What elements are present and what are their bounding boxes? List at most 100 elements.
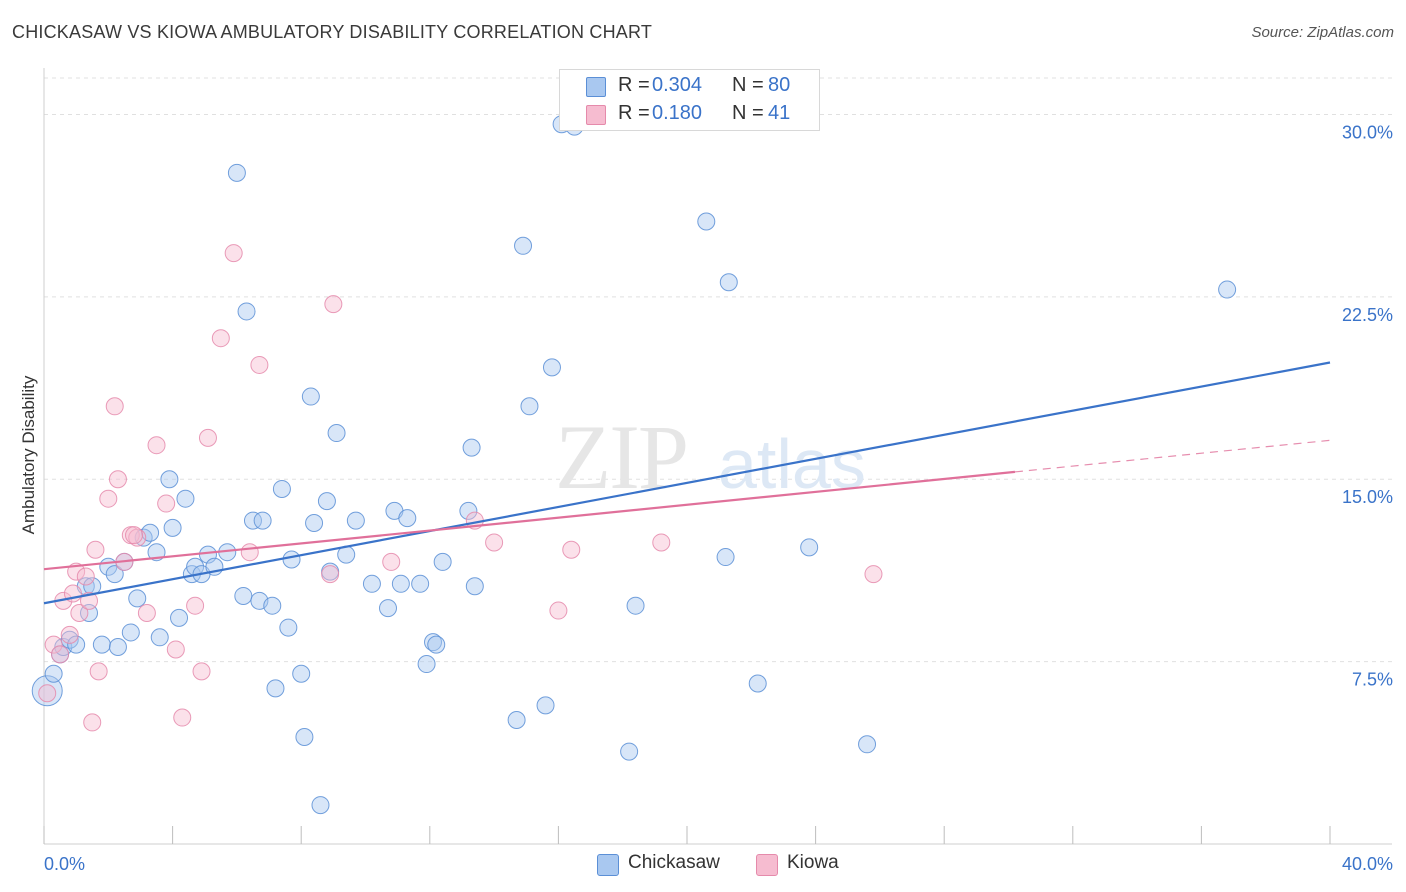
- chickasaw-point: [163, 518, 182, 537]
- x-tick-label-min: 0.0%: [44, 854, 85, 874]
- chickasaw-point: [507, 710, 526, 729]
- chickasaw-point: [536, 696, 555, 715]
- r-label: R =: [618, 102, 650, 124]
- kiowa-swatch: [586, 105, 606, 125]
- chickasaw-point: [748, 674, 767, 693]
- chickasaw-legend-swatch: [597, 854, 619, 876]
- kiowa-point: [549, 601, 568, 620]
- chickasaw-point: [67, 635, 86, 654]
- chickasaw-point: [108, 638, 127, 657]
- kiowa-point: [324, 295, 343, 314]
- chickasaw-point: [626, 596, 645, 615]
- chickasaw-point: [263, 596, 282, 615]
- chickasaw-point: [417, 655, 436, 674]
- chickasaw-point: [719, 273, 738, 292]
- chickasaw-point: [121, 623, 140, 642]
- chickasaw-point: [858, 735, 877, 754]
- kiowa-point: [652, 533, 671, 552]
- kiowa-point: [38, 684, 57, 703]
- kiowa-point: [108, 470, 127, 489]
- y-tick-label: 22.5%: [1342, 305, 1393, 325]
- chickasaw-point: [295, 728, 314, 747]
- chickasaw-point: [272, 479, 291, 498]
- chickasaw-point: [292, 664, 311, 683]
- kiowa-point: [83, 713, 102, 732]
- chickasaw-point: [237, 302, 256, 321]
- chart-title: CHICKASAW VS KIOWA AMBULATORY DISABILITY…: [12, 22, 653, 42]
- chickasaw-point: [170, 608, 189, 627]
- chickasaw-point: [317, 492, 336, 511]
- chickasaw-point: [92, 635, 111, 654]
- n-label: N =: [732, 74, 764, 96]
- chickasaw-point: [620, 742, 639, 761]
- chickasaw-point: [305, 514, 324, 533]
- chickasaw-point: [346, 511, 365, 530]
- chickasaw-point: [44, 664, 63, 683]
- kiowa-point: [105, 397, 124, 416]
- kiowa-point: [60, 625, 79, 644]
- watermark-zip: ZIP: [555, 406, 687, 508]
- chickasaw-legend-label: Chickasaw: [628, 852, 720, 873]
- kiowa-point: [166, 640, 185, 659]
- legend-row-chickasaw: R = 0.304 N = 80: [560, 71, 819, 101]
- chickasaw-point: [327, 424, 346, 443]
- kiowa-point: [382, 552, 401, 571]
- chickasaw-point: [105, 565, 124, 584]
- n-label: N =: [732, 102, 764, 124]
- chickasaw-point: [279, 618, 298, 637]
- chickasaw-point: [282, 550, 301, 569]
- chickasaw-point: [465, 577, 484, 596]
- chickasaw-point: [362, 574, 381, 593]
- kiowa-point: [137, 603, 156, 622]
- kiowa-point: [70, 603, 89, 622]
- n-value: 41: [768, 102, 791, 124]
- chickasaw-swatch: [586, 77, 606, 97]
- chickasaw-point: [253, 511, 272, 530]
- kiowa-point: [562, 540, 581, 559]
- correlation-legend: R = 0.304 N = 80 R = 0.180 N = 41: [559, 69, 820, 131]
- chickasaw-point: [227, 163, 246, 182]
- kiowa-point: [76, 567, 95, 586]
- chickasaw-point: [379, 599, 398, 618]
- chickasaw-point: [427, 635, 446, 654]
- x-tick-label-max: 40.0%: [1342, 854, 1393, 874]
- kiowa-point: [211, 329, 230, 348]
- chickasaw-point: [433, 552, 452, 571]
- kiowa-point: [147, 436, 166, 455]
- kiowa-point: [173, 708, 192, 727]
- chickasaw-point: [160, 470, 179, 489]
- chickasaw-point: [514, 236, 533, 255]
- chickasaw-point: [31, 675, 63, 707]
- kiowa-point: [198, 428, 217, 447]
- r-label: R =: [618, 74, 650, 96]
- kiowa-point: [864, 565, 883, 584]
- kiowa-point: [192, 662, 211, 681]
- kiowa-trend-line: [43, 470, 1016, 571]
- kiowa-point: [224, 244, 243, 263]
- chickasaw-trend-line: [43, 361, 1331, 605]
- y-tick-label: 15.0%: [1342, 487, 1393, 507]
- kiowa-point: [157, 494, 176, 513]
- chickasaw-point: [391, 574, 410, 593]
- kiowa-point: [44, 635, 63, 654]
- kiowa-point: [240, 543, 259, 562]
- kiowa-point: [125, 526, 144, 545]
- chickasaw-point: [520, 397, 539, 416]
- chickasaw-point: [459, 501, 478, 520]
- source-label: Source: ZipAtlas.com: [1251, 24, 1394, 41]
- chickasaw-point: [697, 212, 716, 231]
- chickasaw-point: [176, 489, 195, 508]
- chickasaw-point: [128, 589, 147, 608]
- kiowa-point: [186, 596, 205, 615]
- chickasaw-point: [411, 574, 430, 593]
- chickasaw-point: [424, 633, 443, 652]
- kiowa-point: [86, 540, 105, 559]
- kiowa-point: [321, 565, 340, 584]
- y-tick-label: 7.5%: [1352, 670, 1393, 690]
- kiowa-point: [250, 355, 269, 374]
- chickasaw-point: [398, 509, 417, 528]
- chickasaw-point: [301, 387, 320, 406]
- kiowa-point: [51, 645, 70, 664]
- chickasaw-point: [462, 438, 481, 457]
- legend-row-kiowa: R = 0.180 N = 41: [560, 99, 819, 129]
